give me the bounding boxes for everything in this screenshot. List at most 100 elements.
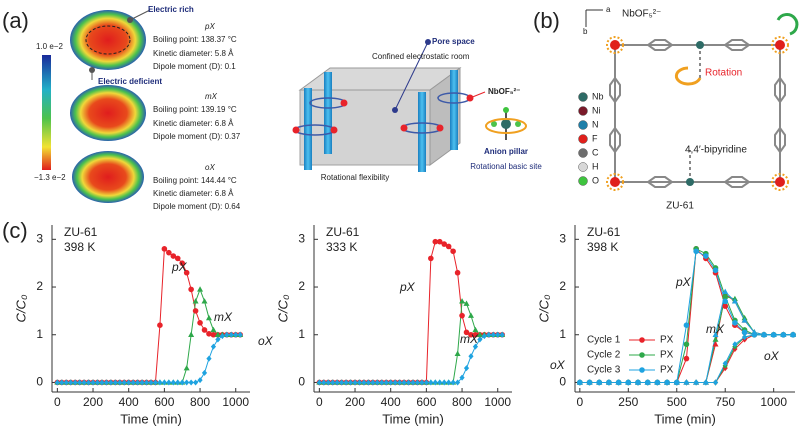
- esp-map: [72, 151, 144, 203]
- data-point: [437, 379, 443, 386]
- data-point: [428, 379, 434, 386]
- x-tick-label: 200: [345, 395, 365, 409]
- chart-title: ZU-61: [326, 225, 360, 239]
- data-point: [397, 379, 403, 386]
- data-point: [722, 293, 729, 299]
- x-tick-label: 1000: [222, 395, 249, 409]
- data-point: [722, 288, 729, 294]
- data-point: [441, 379, 447, 386]
- axis-name: b: [583, 27, 588, 36]
- legend-label: Cycle 3: [587, 365, 621, 376]
- data-point: [184, 379, 190, 386]
- data-point: [135, 379, 141, 386]
- y-axis-label: C/C₀: [536, 294, 551, 322]
- data-point: [188, 379, 194, 386]
- data-point: [103, 379, 110, 386]
- data-point: [477, 336, 483, 343]
- y-axis-label: C/C₀: [275, 294, 290, 322]
- data-point: [205, 314, 212, 321]
- data-point: [693, 248, 699, 255]
- legend-label: Nb: [592, 91, 604, 101]
- annotation: Rotation: [705, 68, 742, 79]
- series-line: [319, 241, 503, 383]
- data-point: [703, 253, 709, 259]
- property: Kinetic diameter: 5.8 Å: [153, 49, 234, 58]
- data-point: [330, 379, 336, 386]
- data-point: [117, 379, 123, 386]
- y-tick-label: 1: [36, 327, 43, 341]
- data-point: [405, 379, 412, 386]
- legend-label: N: [592, 119, 599, 129]
- series-line: [57, 247, 241, 383]
- data-point: [361, 379, 367, 386]
- y-tick-label: 2: [559, 279, 566, 293]
- data-point: [197, 377, 203, 384]
- legend-swatch: [578, 162, 588, 172]
- legend-swatch: [578, 148, 588, 158]
- data-point: [228, 331, 234, 338]
- y-tick-label: 0: [298, 375, 305, 389]
- data-point: [463, 329, 470, 336]
- y-tick-label: 1: [298, 327, 305, 341]
- legend-label: F: [592, 133, 598, 143]
- data-point: [741, 317, 748, 323]
- legend-marker: [639, 367, 645, 373]
- data-point: [161, 246, 168, 252]
- curve-label: oX: [258, 334, 274, 348]
- data-point: [445, 243, 452, 250]
- panel-label: (b): [533, 8, 560, 33]
- data-point: [192, 379, 199, 386]
- data-point: [183, 269, 190, 276]
- property: Boiling point: 144.44 °C: [153, 176, 237, 185]
- data-point: [237, 331, 243, 338]
- chart-title: ZU-61: [64, 225, 98, 239]
- data-point: [790, 331, 796, 338]
- data-point: [625, 379, 631, 386]
- data-point: [126, 379, 132, 386]
- y-tick-label: 3: [298, 231, 305, 245]
- data-point: [742, 334, 748, 341]
- property: Dipole moment (D): 0.64: [153, 202, 241, 211]
- x-tick-label: 800: [452, 395, 472, 409]
- curve-label: oX: [764, 349, 780, 363]
- framework: [609, 39, 786, 188]
- data-point: [321, 379, 327, 386]
- data-point: [472, 343, 479, 350]
- data-point: [450, 248, 456, 255]
- marker-dot: [127, 17, 133, 23]
- x-tick-label: 400: [381, 395, 401, 409]
- data-point: [94, 379, 101, 386]
- data-point: [693, 379, 699, 386]
- data-point: [780, 331, 786, 338]
- data-point: [388, 379, 394, 386]
- data-point: [732, 320, 738, 326]
- x-tick-label: 0: [577, 395, 584, 409]
- leader: [129, 9, 151, 21]
- data-point: [481, 333, 487, 340]
- outline: [85, 25, 131, 55]
- legend-swatch: [578, 134, 588, 144]
- data-point: [712, 331, 719, 337]
- data-point: [467, 312, 474, 318]
- data-point: [166, 379, 172, 386]
- data-point: [370, 379, 376, 386]
- data-point: [428, 255, 434, 262]
- legend-label: Cycle 2: [587, 350, 621, 361]
- y-tick-label: 1: [559, 327, 566, 341]
- data-point: [219, 333, 225, 340]
- chart-subtitle: 398 K: [587, 240, 618, 254]
- data-point: [486, 331, 492, 338]
- legend-label: H: [592, 161, 599, 171]
- series-line: [579, 247, 794, 383]
- legend-label: Ni: [592, 105, 601, 115]
- data-point: [188, 331, 195, 337]
- axis-name: a: [606, 5, 611, 14]
- data-point: [454, 350, 461, 357]
- data-point: [179, 379, 185, 386]
- data-point: [432, 238, 439, 245]
- data-point: [410, 379, 416, 386]
- x-tick-label: 0: [316, 395, 323, 409]
- data-point: [192, 298, 199, 304]
- data-point: [635, 379, 641, 386]
